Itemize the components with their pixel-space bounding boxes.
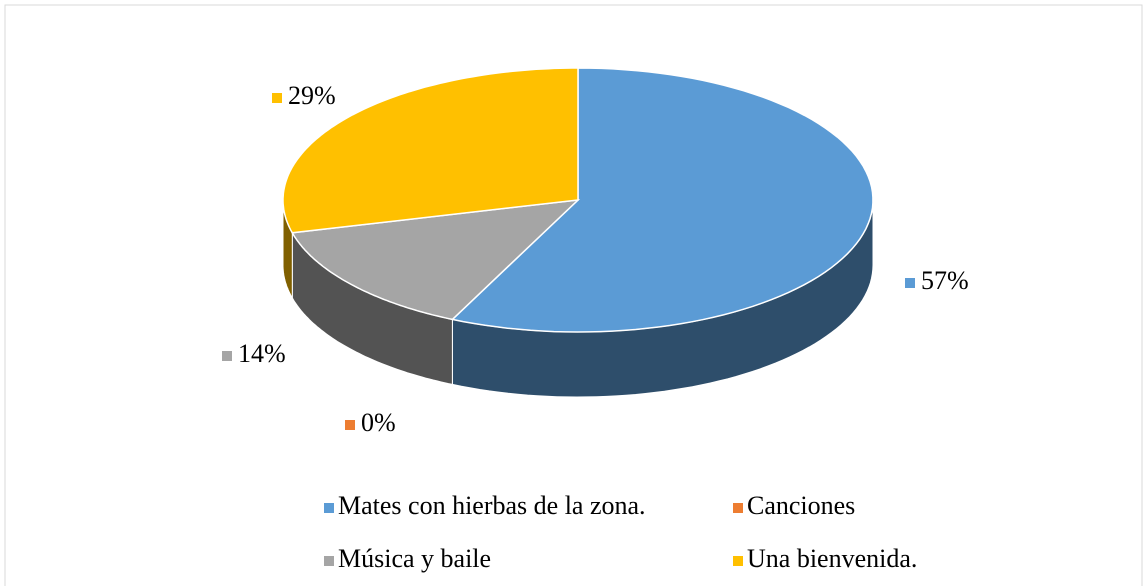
label-marker (222, 351, 232, 361)
legend-marker (324, 503, 334, 513)
label-marker (345, 420, 355, 430)
legend-label: Canciones (747, 491, 855, 520)
label-marker (905, 278, 915, 288)
data-label: 0% (361, 408, 396, 437)
legend-label: Mates con hierbas de la zona. (338, 491, 646, 520)
legend-label: Una bienvenida. (747, 544, 917, 573)
legend-marker (733, 556, 743, 566)
legend-marker (324, 556, 334, 566)
legend-label: Música y baile (338, 544, 491, 573)
data-label: 14% (238, 339, 286, 368)
legend-marker (733, 503, 743, 513)
data-label: 29% (288, 81, 336, 110)
slice (291, 198, 581, 321)
data-label: 57% (921, 266, 969, 295)
slice (282, 67, 579, 234)
label-marker (272, 93, 282, 103)
slice (450, 67, 874, 333)
